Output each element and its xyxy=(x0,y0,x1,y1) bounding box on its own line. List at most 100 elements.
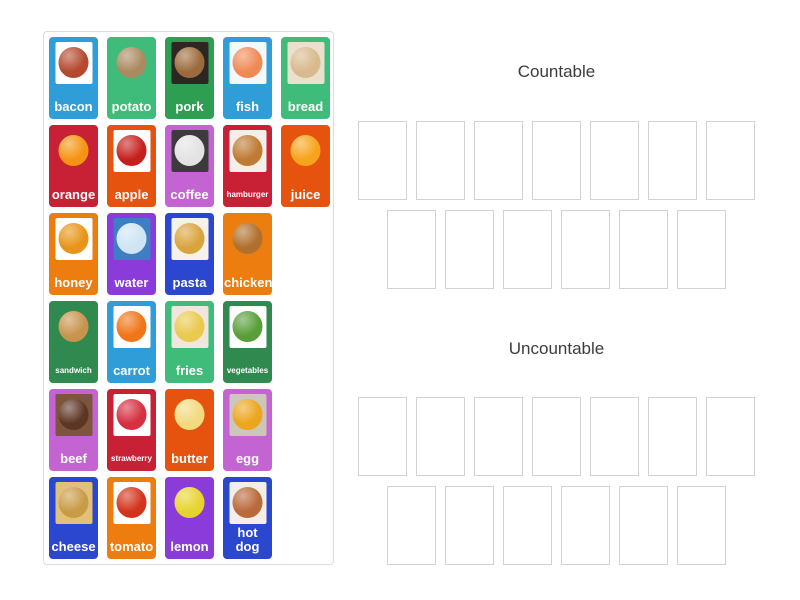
egg-image xyxy=(229,394,266,436)
item-label-sandwich: sandwich xyxy=(55,366,92,376)
fish-image xyxy=(229,42,266,84)
coffee-food-shape xyxy=(174,134,205,166)
item-card-coffee[interactable]: coffee xyxy=(165,125,214,207)
item-label-hamburger: hamburger xyxy=(226,190,269,200)
drop-slot-uncountable-11[interactable] xyxy=(561,486,610,565)
item-label-honey: honey xyxy=(54,275,93,291)
drop-slot-countable-9[interactable] xyxy=(445,210,494,289)
item-card-fries[interactable]: fries xyxy=(165,301,214,383)
beef-image xyxy=(55,394,92,436)
item-card-pasta[interactable]: pasta xyxy=(165,213,214,295)
egg-food-shape xyxy=(232,398,263,430)
drop-slot-uncountable-7[interactable] xyxy=(706,397,755,476)
item-card-butter[interactable]: butter xyxy=(165,389,214,471)
drop-slot-uncountable-6[interactable] xyxy=(648,397,697,476)
item-card-cheese[interactable]: cheese xyxy=(49,477,98,559)
item-card-orange[interactable]: orange xyxy=(49,125,98,207)
drop-slot-countable-6[interactable] xyxy=(648,121,697,200)
drop-slot-uncountable-5[interactable] xyxy=(590,397,639,476)
uncountable-slot-row-1 xyxy=(358,397,755,476)
drop-slot-countable-12[interactable] xyxy=(619,210,668,289)
item-label-bread: bread xyxy=(287,99,324,115)
item-label-beef: beef xyxy=(60,451,87,467)
drop-slot-uncountable-12[interactable] xyxy=(619,486,668,565)
item-card-carrot[interactable]: carrot xyxy=(107,301,156,383)
item-label-chicken: chicken xyxy=(224,275,273,291)
hot-dog-food-shape xyxy=(232,486,263,518)
item-card-lemon[interactable]: lemon xyxy=(165,477,214,559)
item-card-vegetables[interactable]: vegetables xyxy=(223,301,272,383)
drop-slot-countable-4[interactable] xyxy=(532,121,581,200)
item-card-bacon[interactable]: bacon xyxy=(49,37,98,119)
drop-slot-countable-2[interactable] xyxy=(416,121,465,200)
drop-slot-countable-11[interactable] xyxy=(561,210,610,289)
drop-slot-uncountable-13[interactable] xyxy=(677,486,726,565)
carrot-food-shape xyxy=(116,310,147,342)
drop-slot-countable-7[interactable] xyxy=(706,121,755,200)
item-label-lemon: lemon xyxy=(170,539,209,555)
juice-food-shape xyxy=(290,134,321,166)
item-card-potato[interactable]: potato xyxy=(107,37,156,119)
butter-image xyxy=(171,394,208,436)
drop-slot-countable-10[interactable] xyxy=(503,210,552,289)
item-card-bread[interactable]: bread xyxy=(281,37,330,119)
item-card-sandwich[interactable]: sandwich xyxy=(49,301,98,383)
tray-row-1: bacon potato pork fish bread xyxy=(49,37,330,119)
item-card-chicken[interactable]: chicken xyxy=(223,213,272,295)
item-card-honey[interactable]: honey xyxy=(49,213,98,295)
item-card-hamburger[interactable]: hamburger xyxy=(223,125,272,207)
carrot-image xyxy=(113,306,150,348)
item-label-coffee: coffee xyxy=(170,187,209,203)
item-label-potato: potato xyxy=(111,99,152,115)
item-card-beef[interactable]: beef xyxy=(49,389,98,471)
hamburger-food-shape xyxy=(232,134,263,166)
cheese-image xyxy=(55,482,92,524)
drop-slot-uncountable-4[interactable] xyxy=(532,397,581,476)
tray-row-2: orange apple coffee hamburger juice xyxy=(49,125,330,207)
lemon-food-shape xyxy=(174,486,205,518)
drop-slot-countable-13[interactable] xyxy=(677,210,726,289)
sandwich-food-shape xyxy=(58,310,89,342)
item-card-tomato[interactable]: tomato xyxy=(107,477,156,559)
juice-image xyxy=(287,130,324,172)
item-card-hot-dog[interactable]: hot dog xyxy=(223,477,272,559)
pork-image xyxy=(171,42,208,84)
tray-row-5: beef strawberry butter egg xyxy=(49,389,328,471)
item-card-fish[interactable]: fish xyxy=(223,37,272,119)
bread-food-shape xyxy=(290,46,321,78)
tray-row-4: sandwich carrot fries vegetables xyxy=(49,301,328,383)
drop-slot-countable-3[interactable] xyxy=(474,121,523,200)
item-card-egg[interactable]: egg xyxy=(223,389,272,471)
drop-slot-countable-5[interactable] xyxy=(590,121,639,200)
item-label-pasta: pasta xyxy=(172,275,207,291)
lemon-image xyxy=(171,482,208,524)
drop-slot-uncountable-2[interactable] xyxy=(416,397,465,476)
sandwich-image xyxy=(55,306,92,348)
item-label-orange: orange xyxy=(51,187,96,203)
strawberry-food-shape xyxy=(116,398,147,430)
tomato-image xyxy=(113,482,150,524)
honey-food-shape xyxy=(58,222,89,254)
item-label-vegetables: vegetables xyxy=(226,366,269,376)
drop-slot-countable-8[interactable] xyxy=(387,210,436,289)
water-image xyxy=(113,218,150,260)
countable-slot-row-1 xyxy=(358,121,755,200)
item-card-juice[interactable]: juice xyxy=(281,125,330,207)
beef-food-shape xyxy=(58,398,89,430)
drop-slot-uncountable-9[interactable] xyxy=(445,486,494,565)
item-card-water[interactable]: water xyxy=(107,213,156,295)
drop-slot-countable-1[interactable] xyxy=(358,121,407,200)
drop-slot-uncountable-1[interactable] xyxy=(358,397,407,476)
item-label-fries: fries xyxy=(175,363,204,379)
drop-slot-uncountable-8[interactable] xyxy=(387,486,436,565)
item-label-cheese: cheese xyxy=(51,539,96,555)
hot-dog-image xyxy=(229,482,266,524)
item-card-strawberry[interactable]: strawberry xyxy=(107,389,156,471)
group-title-countable: Countable xyxy=(517,62,596,81)
item-card-pork[interactable]: pork xyxy=(165,37,214,119)
drop-slot-uncountable-3[interactable] xyxy=(474,397,523,476)
item-label-pork: pork xyxy=(175,99,204,115)
item-card-apple[interactable]: apple xyxy=(107,125,156,207)
drop-slot-uncountable-10[interactable] xyxy=(503,486,552,565)
